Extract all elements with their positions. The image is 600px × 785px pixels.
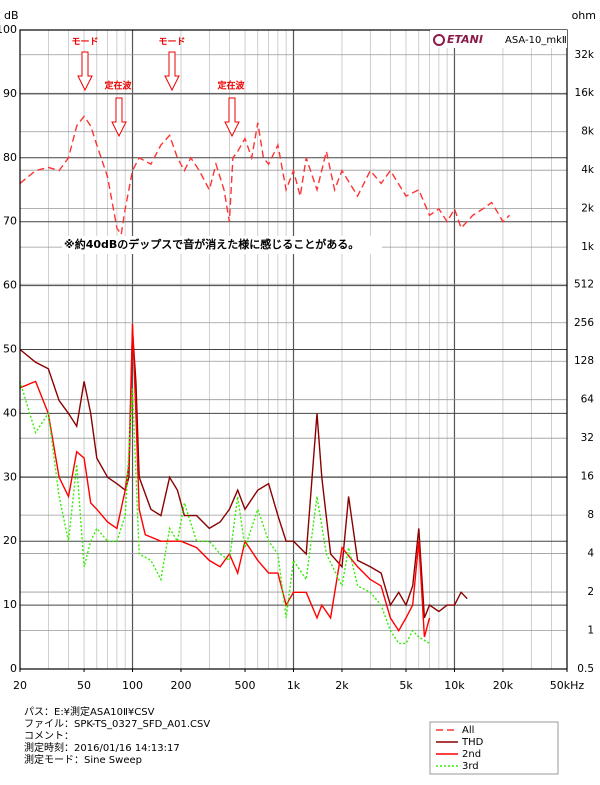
- y2-tick-label: 16k: [575, 87, 595, 99]
- arrow: [224, 97, 240, 138]
- x-tick-label: 2k: [335, 679, 349, 692]
- y-axis-label: dB: [4, 9, 19, 22]
- annotation: モード: [158, 37, 185, 48]
- y2-tick-label: 2k: [581, 203, 595, 215]
- series-line: [19, 330, 468, 619]
- logo-bg: [430, 30, 567, 48]
- info-line: 測定時刻：2016/01/16 14:13:17: [24, 741, 180, 754]
- y-tick-label: 10: [3, 598, 17, 611]
- y-tick-label: 70: [3, 215, 17, 228]
- model: ASA-10_mkⅡ: [505, 35, 567, 46]
- y-tick-label: 60: [3, 279, 17, 292]
- logo-icon: [433, 34, 445, 46]
- series-line: [19, 115, 511, 237]
- y-tick-label: 40: [3, 406, 17, 419]
- y-tick-label: 80: [3, 151, 17, 164]
- x-tick-label: 10k: [444, 679, 465, 692]
- x-tick-label: 200: [170, 679, 191, 692]
- y-tick-label: 0: [10, 662, 17, 675]
- annotation: モード: [71, 37, 98, 48]
- y-tick-label: 30: [3, 470, 17, 483]
- y2-tick-label: 2: [587, 586, 594, 598]
- series-line: [19, 381, 430, 645]
- y-tick-label: 100: [0, 23, 17, 36]
- y2-tick-label: 32: [581, 432, 594, 444]
- arrow: [77, 51, 93, 92]
- brand: ETANI: [447, 33, 483, 46]
- annotation: 定在波: [216, 80, 245, 92]
- info: パス：E:¥測定ASA10Ⅱ¥CSV ファイル：SPK-TS_0327_SFD_…: [24, 705, 210, 766]
- y-tick-label: 20: [3, 534, 17, 547]
- y2-tick-label: 16: [581, 471, 595, 483]
- legend-label: THD: [461, 737, 484, 748]
- annotations: モード モード 定在波 定在波: [71, 37, 245, 138]
- note-bg: [62, 236, 382, 254]
- x-tick-label: 20: [13, 679, 27, 692]
- y2-tick-label: 512: [574, 278, 594, 290]
- y-tick-label: 50: [3, 343, 17, 356]
- logo: ETANI ASA-10_mkⅡ: [430, 30, 567, 48]
- plot-frame: [19, 29, 568, 670]
- arrow: [111, 97, 127, 138]
- info-line: パス：E:¥測定ASA10Ⅱ¥CSV: [24, 705, 155, 718]
- x-tick-label: 5k: [399, 679, 413, 692]
- y2-tick-label: 64: [581, 394, 595, 406]
- y2-axis-label: ohm: [572, 9, 596, 22]
- legend-label: 3rd: [462, 761, 479, 772]
- x-tick-label: 20k: [493, 679, 514, 692]
- y2-tick-label: 1k: [581, 241, 595, 253]
- x-tick-label: 100: [122, 679, 143, 692]
- y2-tick-label: 4: [587, 548, 594, 560]
- y2-tick-label: 32k: [575, 49, 595, 61]
- arrow: [164, 51, 180, 92]
- legend-label: 2nd: [462, 749, 481, 760]
- x-tick-label: 50kHz: [550, 679, 585, 692]
- series-line: [19, 323, 431, 638]
- info-line: コメント：: [24, 731, 74, 742]
- legend-label: All: [462, 725, 474, 736]
- x-tick-label: 50: [77, 679, 91, 692]
- y2-tick-label: 4k: [581, 164, 595, 176]
- x-tick-label: 500: [235, 679, 256, 692]
- y2-tick-label: 8k: [581, 126, 595, 138]
- info-line: ファイル：SPK-TS_0327_SFD_A01.CSV: [24, 719, 210, 730]
- lines: [19, 115, 511, 645]
- y2-tick-label: 128: [574, 355, 594, 367]
- y2-tick-label: 1: [587, 625, 594, 637]
- y2-tick-label: 0.5: [577, 663, 594, 675]
- y2-tick-label: 8: [587, 509, 594, 521]
- x-tick-label: 1k: [287, 679, 301, 692]
- note: ※約40dBのデップスで音が消えた様に感じることがある。: [64, 237, 359, 251]
- y-tick-label: 90: [3, 87, 17, 100]
- info-line: 測定モード：Sine Sweep: [24, 753, 142, 766]
- annotation: 定在波: [103, 80, 132, 92]
- y2-tick-label: 256: [574, 317, 594, 329]
